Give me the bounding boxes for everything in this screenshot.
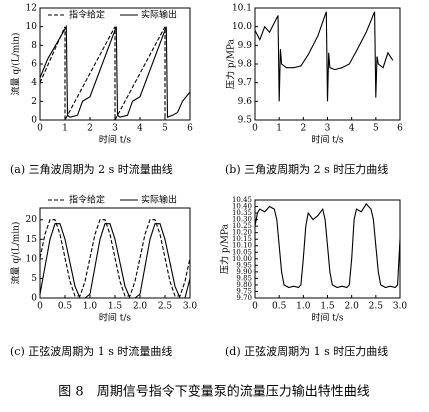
x-tick-label: 0.5 <box>272 302 287 312</box>
series-line <box>39 26 166 121</box>
y-tick-label: 10.1 <box>232 4 252 14</box>
x-tick-label: 1.5 <box>108 302 123 312</box>
series-line <box>39 24 191 118</box>
y-tick-label: 10.40 <box>232 203 252 211</box>
y-tick-label: 9.7 <box>238 78 253 88</box>
y-tick-label: 12 <box>26 4 37 14</box>
figure-title: 图 8 周期信号指令下变量泵的流量压力输出特性曲线 <box>58 384 369 400</box>
x-tick-label: 3 <box>112 124 118 134</box>
y-tick-label: 10 <box>26 22 38 32</box>
x-tick-label: 6 <box>397 124 403 134</box>
y-axis-label: 压力 p/MPa <box>219 223 231 274</box>
y-tick-label: 10 <box>26 254 38 264</box>
y-tick-label: 10.05 <box>232 248 252 256</box>
caption: (d) 正弦波周期为 1 s 时压力曲线 <box>225 344 388 358</box>
y-tick-label: 9.80 <box>236 281 252 289</box>
series-line <box>39 219 191 297</box>
y-tick-label: 5 <box>31 274 37 284</box>
y-tick-label: 9.90 <box>236 268 252 276</box>
y-tick-label: 6 <box>31 60 37 70</box>
y-tick-label: 15 <box>26 235 38 245</box>
legend-label: 指令给定 <box>69 194 105 206</box>
x-tick-label: 3.0 <box>183 302 198 312</box>
y-axis-label: 压力 p/MPa <box>225 38 237 89</box>
y-tick-label: 0 <box>31 294 37 304</box>
x-tick-label: 2 <box>87 124 93 134</box>
y-axis-label: 流量 q/(L/min) <box>10 33 22 96</box>
y-tick-label: 0 <box>31 116 37 126</box>
y-tick-label: 9.5 <box>238 116 253 126</box>
caption: (a) 三角波周期为 2 s 时流量曲线 <box>10 162 173 176</box>
y-tick-label: 10.25 <box>232 222 252 230</box>
x-tick-label: 2.5 <box>158 302 173 312</box>
x-tick-label: 2.0 <box>345 302 360 312</box>
y-tick-label: 10.0 <box>232 22 252 32</box>
x-tick-label: 4 <box>349 124 355 134</box>
x-tick-label: 1 <box>62 124 68 134</box>
legend-label: 实际输出 <box>141 194 177 206</box>
x-tick-label: 0 <box>252 302 258 312</box>
y-tick-label: 9.8 <box>238 60 253 70</box>
y-axis-label: 流量 q/(L/min) <box>10 222 22 285</box>
y-tick-label: 10.20 <box>232 229 252 237</box>
x-axis-label: 时间 t/s <box>311 312 344 324</box>
x-tick-label: 1.0 <box>296 302 311 312</box>
y-tick-label: 10.00 <box>232 255 252 263</box>
y-tick-label: 10.45 <box>232 196 252 204</box>
x-tick-label: 5 <box>373 124 379 134</box>
x-tick-label: 6 <box>187 124 193 134</box>
caption: (c) 正弦波周期为 1 s 时流量曲线 <box>10 344 172 358</box>
x-tick-label: 5 <box>162 124 168 134</box>
y-tick-label: 9.9 <box>238 41 253 51</box>
y-tick-label: 9.75 <box>236 287 252 295</box>
x-tick-label: 0 <box>37 124 43 134</box>
x-tick-label: 0 <box>252 124 258 134</box>
x-tick-label: 2.5 <box>369 302 384 312</box>
x-tick-label: 3 <box>325 124 331 134</box>
y-tick-label: 10.15 <box>232 235 252 243</box>
y-tick-label: 4 <box>31 78 37 88</box>
x-tick-label: 2.0 <box>133 302 148 312</box>
y-tick-label: 9.85 <box>236 274 252 282</box>
y-tick-label: 9.95 <box>236 261 252 269</box>
series-line <box>254 11 394 102</box>
y-tick-label: 20 <box>26 215 38 225</box>
y-tick-label: 10.10 <box>232 242 252 250</box>
x-axis-label: 时间 t/s <box>99 312 132 324</box>
y-tick-label: 9.6 <box>238 97 253 107</box>
series-line <box>39 223 191 299</box>
x-tick-label: 2 <box>300 124 306 134</box>
x-axis-label: 时间 t/s <box>311 134 344 146</box>
y-tick-label: 8 <box>31 41 37 51</box>
x-tick-label: 1.0 <box>83 302 98 312</box>
legend-label: 指令给定 <box>69 9 105 21</box>
x-tick-label: 1.5 <box>320 302 335 312</box>
series-line <box>254 202 401 289</box>
x-tick-label: 0.5 <box>58 302 73 312</box>
y-tick-label: 10.35 <box>232 209 252 217</box>
x-axis-label: 时间 t/s <box>99 134 132 146</box>
x-tick-label: 3.0 <box>393 302 408 312</box>
x-tick-label: 1 <box>276 124 282 134</box>
caption: (b) 三角波周期为 2 s 时压力曲线 <box>225 162 388 176</box>
x-tick-label: 4 <box>137 124 143 134</box>
y-tick-label: 2 <box>31 97 37 107</box>
y-tick-label: 10.30 <box>232 216 252 224</box>
x-tick-label: 0 <box>37 302 43 312</box>
legend-label: 实际输出 <box>141 9 177 21</box>
y-tick-label: 9.70 <box>236 294 252 302</box>
